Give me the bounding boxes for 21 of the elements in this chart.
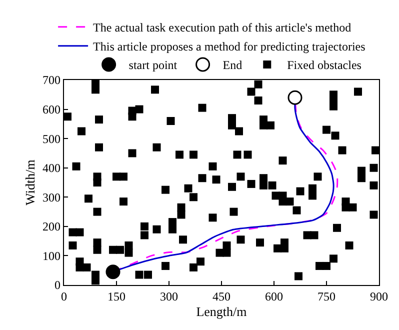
x-axis-title: Length/m (196, 304, 247, 320)
legend-label: Fixed obstacles (287, 58, 362, 72)
x-tick-label: 900 (370, 290, 388, 304)
x-tick-label: 150 (108, 290, 126, 304)
y-tick-label: 100 (42, 248, 60, 263)
y-tick-label: 0 (54, 278, 60, 292)
legend-label: The actual task execution path of this article's method (93, 20, 352, 35)
y-tick-label: 700 (42, 73, 60, 88)
x-tick-label: 600 (265, 290, 283, 304)
legend-label: End (222, 58, 242, 72)
y-tick-label: 400 (42, 161, 60, 176)
y-tick-label: 500 (42, 132, 60, 146)
y-tick-label: 600 (42, 102, 60, 116)
y-axis-title: Width/m (22, 160, 38, 206)
legend-label: This article proposes a method for predicting trajectories (93, 40, 366, 54)
x-tick-label: 750 (318, 290, 336, 304)
legend-label: start point (128, 58, 178, 72)
x-tick-label: 450 (212, 290, 230, 304)
y-tick-label: 200 (42, 220, 60, 234)
y-tick-label: 300 (42, 190, 60, 204)
x-tick-label: 300 (160, 290, 178, 304)
